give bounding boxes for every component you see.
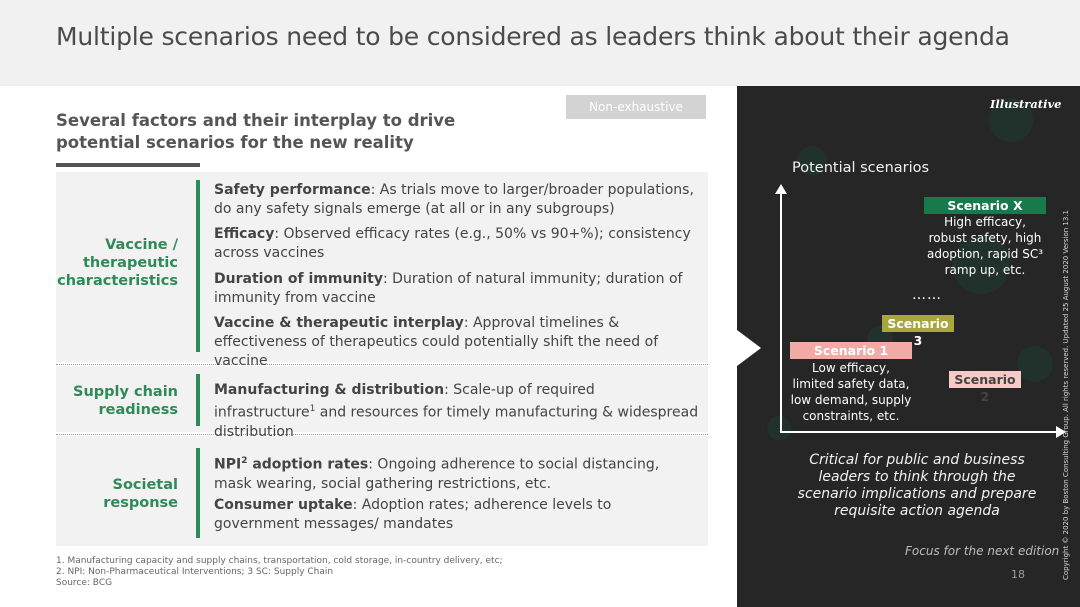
scenario-desc-line: ramp up, etc. [944, 263, 1026, 277]
critical-note-line: requisite action agenda [834, 503, 1000, 519]
y-axis-arrow-icon [775, 184, 787, 194]
scenario-2-label: Scenario 2 [949, 371, 1021, 404]
background-bokeh [952, 236, 1010, 294]
category-accent-bar [196, 180, 200, 352]
critical-note: Critical for public and business leaders… [792, 452, 1042, 520]
category-label-line: readiness [98, 402, 178, 418]
scenario-desc-line: constraints, etc. [802, 409, 900, 423]
page-title: Multiple scenarios need to be considered… [56, 22, 1010, 51]
panel-pointer-arrow [737, 330, 761, 366]
copyright-notice: Copyright © 2020 by Boston Consulting Gr… [1062, 209, 1070, 580]
factor-item-title: Consumer uptake [214, 497, 353, 513]
scenario-desc-line: adoption, rapid SC³ [926, 247, 1044, 261]
factor-panel-societal [56, 436, 708, 546]
factor-item: NPI2 adoption rates: Ongoing adherence t… [214, 452, 699, 494]
factor-item-title: Vaccine & therapeutic interplay [214, 315, 464, 331]
footnotes: 1. Manufacturing capacity and supply cha… [56, 556, 503, 589]
footnote-marker: 2 [241, 456, 248, 466]
category-label-line: Societal [112, 477, 179, 493]
factor-item-title: NPI [214, 456, 242, 473]
category-label-line: characteristics [57, 273, 178, 289]
category-label-vaccine: Vaccine / therapeutic characteristics [57, 236, 178, 290]
subtitle-line-2: potential scenarios for the new reality [56, 133, 414, 152]
footnote: 1. Manufacturing capacity and supply cha… [56, 556, 503, 566]
category-label-line: Supply chain [73, 384, 178, 400]
factor-item-text: : Observed efficacy rates (e.g., 50% vs … [214, 226, 691, 261]
subtitle-rule [56, 163, 200, 167]
illustrative-label: Illustrative [990, 97, 1062, 111]
focus-note: Focus for the next edition [905, 544, 1060, 558]
background-bokeh [797, 146, 827, 176]
factor-item-text: : Scale-up of required infrastructure [214, 382, 595, 421]
scenario-desc-line: High efficacy, [944, 215, 1026, 229]
factor-item: Consumer uptake: Adoption rates; adheren… [214, 496, 699, 534]
background-bokeh [767, 416, 791, 440]
footnote: 2. NPI: Non-Pharmaceutical Interventions… [56, 567, 334, 577]
scenario-1-description: Low efficacy, limited safety data, low d… [784, 360, 918, 424]
y-axis [780, 192, 782, 432]
page-number: 18 [1011, 568, 1025, 581]
scenario-1-label: Scenario 1 [790, 342, 912, 359]
non-exhaustive-badge: Non-exhaustive [566, 95, 706, 119]
ellipsis: …… [912, 287, 942, 303]
factor-item-text: : Ongoing adherence to social distancing… [214, 456, 660, 492]
category-label-supply: Supply chain readiness [73, 383, 178, 419]
scenario-chart-title: Potential scenarios [792, 160, 930, 176]
subtitle-line-1: Several factors and their interplay to d… [56, 111, 456, 130]
factor-item: Duration of immunity: Duration of natura… [214, 270, 699, 308]
factor-item-title: Efficacy [214, 226, 275, 242]
section-subtitle: Several factors and their interplay to d… [56, 110, 476, 154]
factor-panel-supply [56, 366, 708, 432]
factor-item-text: : Adoption rates; adherence levels to go… [214, 497, 612, 532]
factor-item: Efficacy: Observed efficacy rates (e.g.,… [214, 225, 699, 263]
category-label-line: therapeutic [82, 255, 178, 271]
scenario-desc-line: robust safety, high [928, 231, 1042, 245]
category-accent-bar [196, 448, 200, 538]
category-label-societal: Societal response [103, 476, 178, 512]
background-bokeh [989, 98, 1033, 142]
background-bokeh [1017, 346, 1053, 382]
scenario-x-label: Scenario X [924, 197, 1046, 214]
factor-item-text: : Duration of natural immunity; duration… [214, 271, 683, 306]
scenario-x-description: High efficacy, robust safety, high adopt… [918, 214, 1052, 278]
factor-item-text: and resources for timely manufacturing &… [214, 404, 699, 440]
factor-item-title: Safety performance [214, 182, 371, 198]
footnote-marker: 1 [309, 404, 316, 414]
critical-note-line: Critical for public and business [809, 452, 1025, 468]
factor-item-title: Manufacturing & distribution [214, 382, 445, 398]
factor-item-text: : Approval timelines & effectiveness of … [214, 315, 659, 369]
divider [56, 364, 708, 365]
scenario-3-label: Scenario 3 [882, 315, 954, 348]
factor-item-text: : As trials move to larger/broader popul… [214, 182, 694, 217]
factor-item: Safety performance: As trials move to la… [214, 181, 699, 219]
x-axis-arrow-icon [1056, 426, 1066, 438]
scenario-desc-line: low demand, supply [790, 393, 912, 407]
category-label-line: Vaccine / [105, 237, 178, 253]
critical-note-line: leaders to think through the [818, 469, 1016, 485]
factor-item-title: Duration of immunity [214, 271, 383, 287]
source-note: Source: BCG [56, 578, 113, 588]
category-label-line: response [103, 495, 178, 511]
scenario-desc-line: Low efficacy, [812, 361, 890, 375]
factor-item-title: adoption rates [247, 456, 369, 473]
factor-item: Manufacturing & distribution: Scale-up o… [214, 381, 699, 442]
x-axis [780, 431, 1058, 433]
factor-panel-vaccine [56, 172, 708, 362]
factor-item: Vaccine & therapeutic interplay: Approva… [214, 314, 699, 371]
scenario-desc-line: limited safety data, [792, 377, 910, 391]
critical-note-line: scenario implications and prepare [797, 486, 1037, 502]
category-accent-bar [196, 374, 200, 426]
divider [56, 434, 708, 435]
title-bar: Multiple scenarios need to be considered… [0, 0, 1080, 86]
